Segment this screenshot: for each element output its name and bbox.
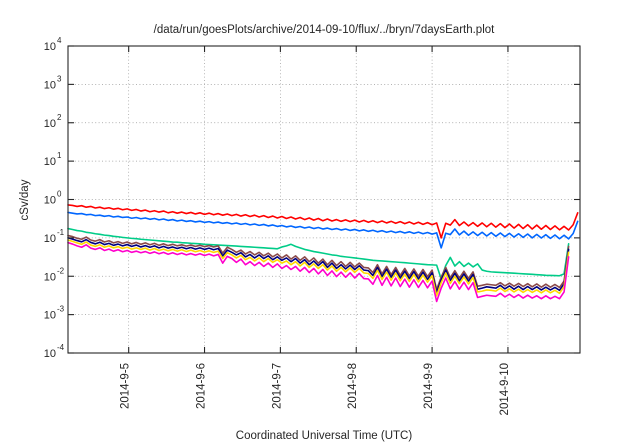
series-blue [67,211,579,249]
x-tick-label: 2014-9-9 [423,363,435,409]
svg-text:1: 1 [57,151,62,160]
series-red [67,204,579,239]
series-navy [67,237,570,294]
svg-text:-1: -1 [57,228,65,237]
svg-text:3: 3 [57,74,62,83]
x-tick-label: 2014-9-10 [499,363,511,415]
y-tick-label: 10-4 [44,343,65,360]
svg-text:10: 10 [44,348,56,360]
series-yellow [67,239,570,297]
y-tick-label: 10-3 [44,305,65,322]
svg-text:-4: -4 [57,343,65,352]
svg-text:10: 10 [44,195,56,207]
svg-text:10: 10 [44,310,56,322]
svg-text:10: 10 [44,41,56,53]
svg-text:-2: -2 [57,266,65,275]
svg-text:2: 2 [57,113,62,122]
svg-text:10: 10 [44,156,56,168]
svg-text:4: 4 [57,36,62,45]
svg-text:-3: -3 [57,305,65,314]
x-tick-label: 2014-9-5 [120,363,132,409]
svg-text:10: 10 [44,79,56,91]
svg-text:10: 10 [44,233,56,245]
plot-title: /data/run/goesPlots/archive/2014-09-10/f… [154,24,496,36]
svg-text:10: 10 [44,118,56,130]
x-tick-label: 2014-9-8 [347,363,359,409]
y-tick-label: 104 [44,36,62,53]
y-tick-label: 101 [44,151,62,168]
x-tick-label: 2014-9-7 [271,363,283,409]
x-axis-label: Coordinated Universal Time (UTC) [236,430,413,442]
x-tick-label: 2014-9-6 [196,363,208,409]
series-brown [67,234,570,291]
x-axis-ticks: 2014-9-5 2014-9-6 2014-9-7 2014-9-8 2014-9-9… [120,46,511,415]
y-tick-label: 10-1 [44,228,65,245]
y-tick-label: 100 [44,190,62,207]
y-tick-label: 10-2 [44,266,65,283]
series-magenta [67,241,570,303]
svg-text:0: 0 [57,190,62,199]
svg-text:10: 10 [44,271,56,283]
y-tick-label: 103 [44,74,62,91]
grid-lines [68,46,580,353]
data-series-layer [67,204,579,303]
series-green [67,227,570,280]
y-axis-label: cSv/day [19,179,31,220]
y-tick-label: 102 [44,113,62,130]
